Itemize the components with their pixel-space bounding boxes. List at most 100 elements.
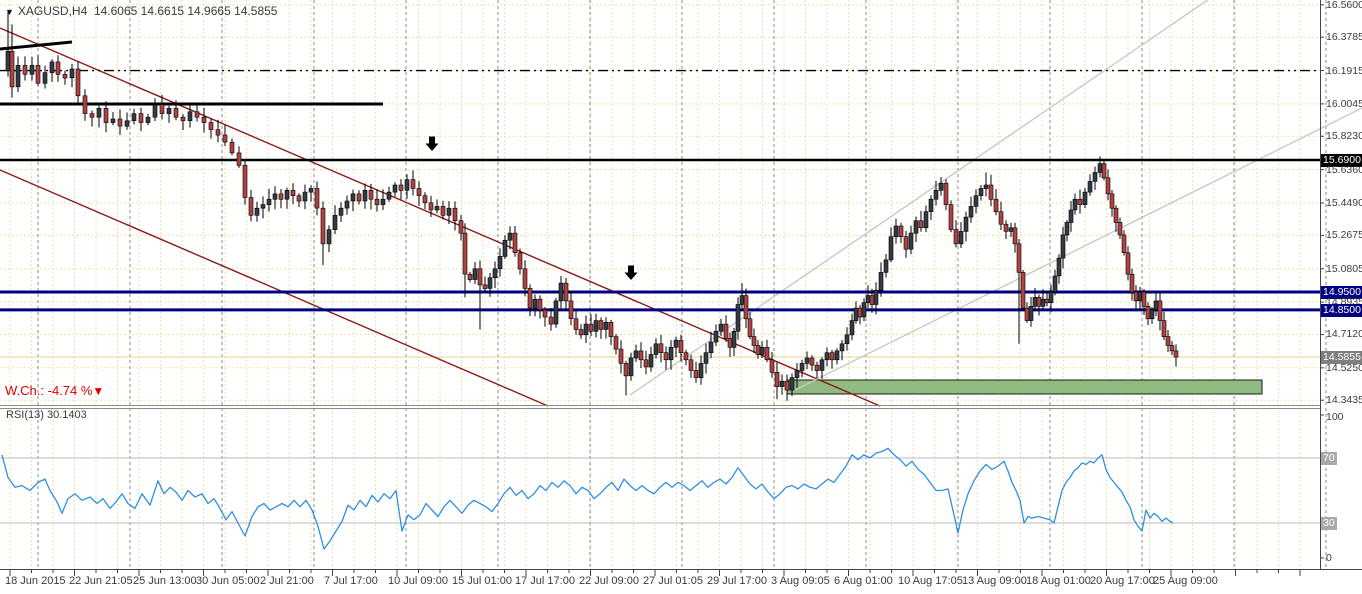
candle-body — [861, 302, 867, 318]
candle-body — [1161, 320, 1167, 338]
time-tick-label: 22 Jun 21:05 — [69, 575, 133, 587]
candle-body — [548, 316, 554, 325]
price-tick-label: 0 — [1326, 552, 1332, 564]
candle-body — [943, 182, 949, 205]
candle-body — [698, 363, 704, 378]
candle-body — [1028, 305, 1034, 321]
candle-body — [958, 231, 964, 245]
candle-body — [173, 108, 179, 118]
candle-body — [608, 321, 614, 337]
candle-body — [1044, 298, 1050, 304]
candle-body — [22, 65, 28, 75]
time-tick-label: 10 Aug 17:05 — [898, 575, 963, 587]
candle-body — [1020, 272, 1026, 309]
candle-body — [764, 346, 770, 361]
candle-body — [208, 122, 214, 130]
candle-body — [898, 225, 904, 237]
candle-body — [688, 359, 694, 371]
time-tick-label: 6 Aug 01:00 — [834, 575, 893, 587]
trendline-ascending-trendline-2[interactable] — [794, 107, 1362, 391]
candle-body — [953, 229, 959, 245]
candle-body — [1012, 227, 1018, 245]
candle-body — [166, 108, 172, 115]
candle-body — [844, 334, 850, 344]
price-tag-70: 70 — [1321, 452, 1337, 465]
time-tick-label: 18 Jun 2015 — [5, 575, 66, 587]
candle-body — [446, 207, 452, 216]
candle-body — [398, 184, 404, 191]
time-tick-label: 27 Jul 01:05 — [643, 575, 703, 587]
candle-body — [492, 268, 498, 278]
candle-body — [794, 370, 800, 378]
candle-body — [69, 68, 75, 79]
candle-body — [517, 252, 523, 270]
candle-body — [215, 129, 221, 136]
candle-body — [278, 193, 284, 200]
candle-body — [1121, 234, 1127, 253]
candle-body — [703, 352, 709, 364]
price-tick-label: 15.2675 — [1326, 229, 1362, 241]
week-change-text: W.Ch.: -4.74 % — [5, 383, 93, 398]
rsi-indicator-label: RSI(13) 30.1403 — [6, 409, 87, 421]
price-axis: 16.5600 16.3785 16.1915 16.0045 15.8230 15.69… — [1321, 0, 1362, 570]
candle-body — [62, 74, 68, 79]
candle-body — [1157, 300, 1163, 321]
support-zone-rectangle[interactable] — [786, 379, 1263, 395]
candle-body — [368, 190, 374, 200]
price-tick-label: 16.1915 — [1326, 65, 1362, 77]
down-arrow-icon[interactable] — [425, 136, 439, 152]
candle-body — [1137, 291, 1143, 302]
candle-body — [229, 141, 235, 154]
trendline-descending-channel-lower[interactable] — [0, 169, 549, 407]
candle-body — [392, 184, 398, 193]
rsi-level-lines — [0, 457, 1320, 524]
price-tick-label: 14.5250 — [1326, 362, 1362, 374]
candle-body — [888, 236, 894, 261]
candle-body — [1165, 336, 1171, 346]
panel-borders — [0, 0, 1362, 570]
candle-body — [938, 182, 944, 191]
candle-body — [1068, 209, 1074, 223]
candle-body — [908, 232, 914, 250]
candle-body — [573, 318, 579, 330]
time-tick-label: 25 Jun 13:00 — [133, 575, 197, 587]
candle-body — [131, 113, 137, 121]
time-tick-label: 20 Aug 17:00 — [1090, 575, 1155, 587]
arrow-objects[interactable] — [425, 136, 638, 281]
down-arrow-icon[interactable] — [624, 265, 638, 281]
candle-body — [1117, 222, 1123, 236]
candle-body — [968, 206, 974, 218]
candle-body — [878, 272, 884, 291]
candle-body — [194, 111, 200, 118]
candle-body — [829, 352, 835, 361]
candle-body — [1052, 275, 1058, 293]
candle-body — [747, 318, 753, 337]
candle-body — [819, 359, 825, 371]
candle-body — [314, 188, 320, 209]
candle-body — [799, 363, 805, 371]
candle-body — [643, 359, 649, 368]
time-tick-label: 17 Jul 17:00 — [515, 575, 575, 587]
candle-body — [422, 195, 428, 204]
candle-body — [869, 295, 875, 305]
candle-body — [308, 188, 314, 193]
candle-body — [824, 352, 830, 361]
candle-body — [527, 288, 533, 309]
candle-body — [296, 195, 302, 202]
candle-body — [180, 116, 186, 122]
candle-body — [563, 282, 569, 302]
candle-body — [1008, 227, 1014, 232]
candle-body — [1082, 191, 1088, 205]
time-tick-label: 7 Jul 17:00 — [324, 575, 378, 587]
candle-body — [338, 207, 344, 216]
candle-body — [718, 323, 724, 332]
candle-body — [284, 190, 290, 200]
candle-body — [1072, 198, 1078, 211]
price-tick-label: 14.3435 — [1326, 394, 1362, 406]
candle-body — [1056, 257, 1062, 277]
candle-body — [693, 370, 699, 378]
candle-body — [857, 307, 863, 318]
candle-body — [713, 330, 719, 343]
candle-body — [893, 225, 899, 237]
